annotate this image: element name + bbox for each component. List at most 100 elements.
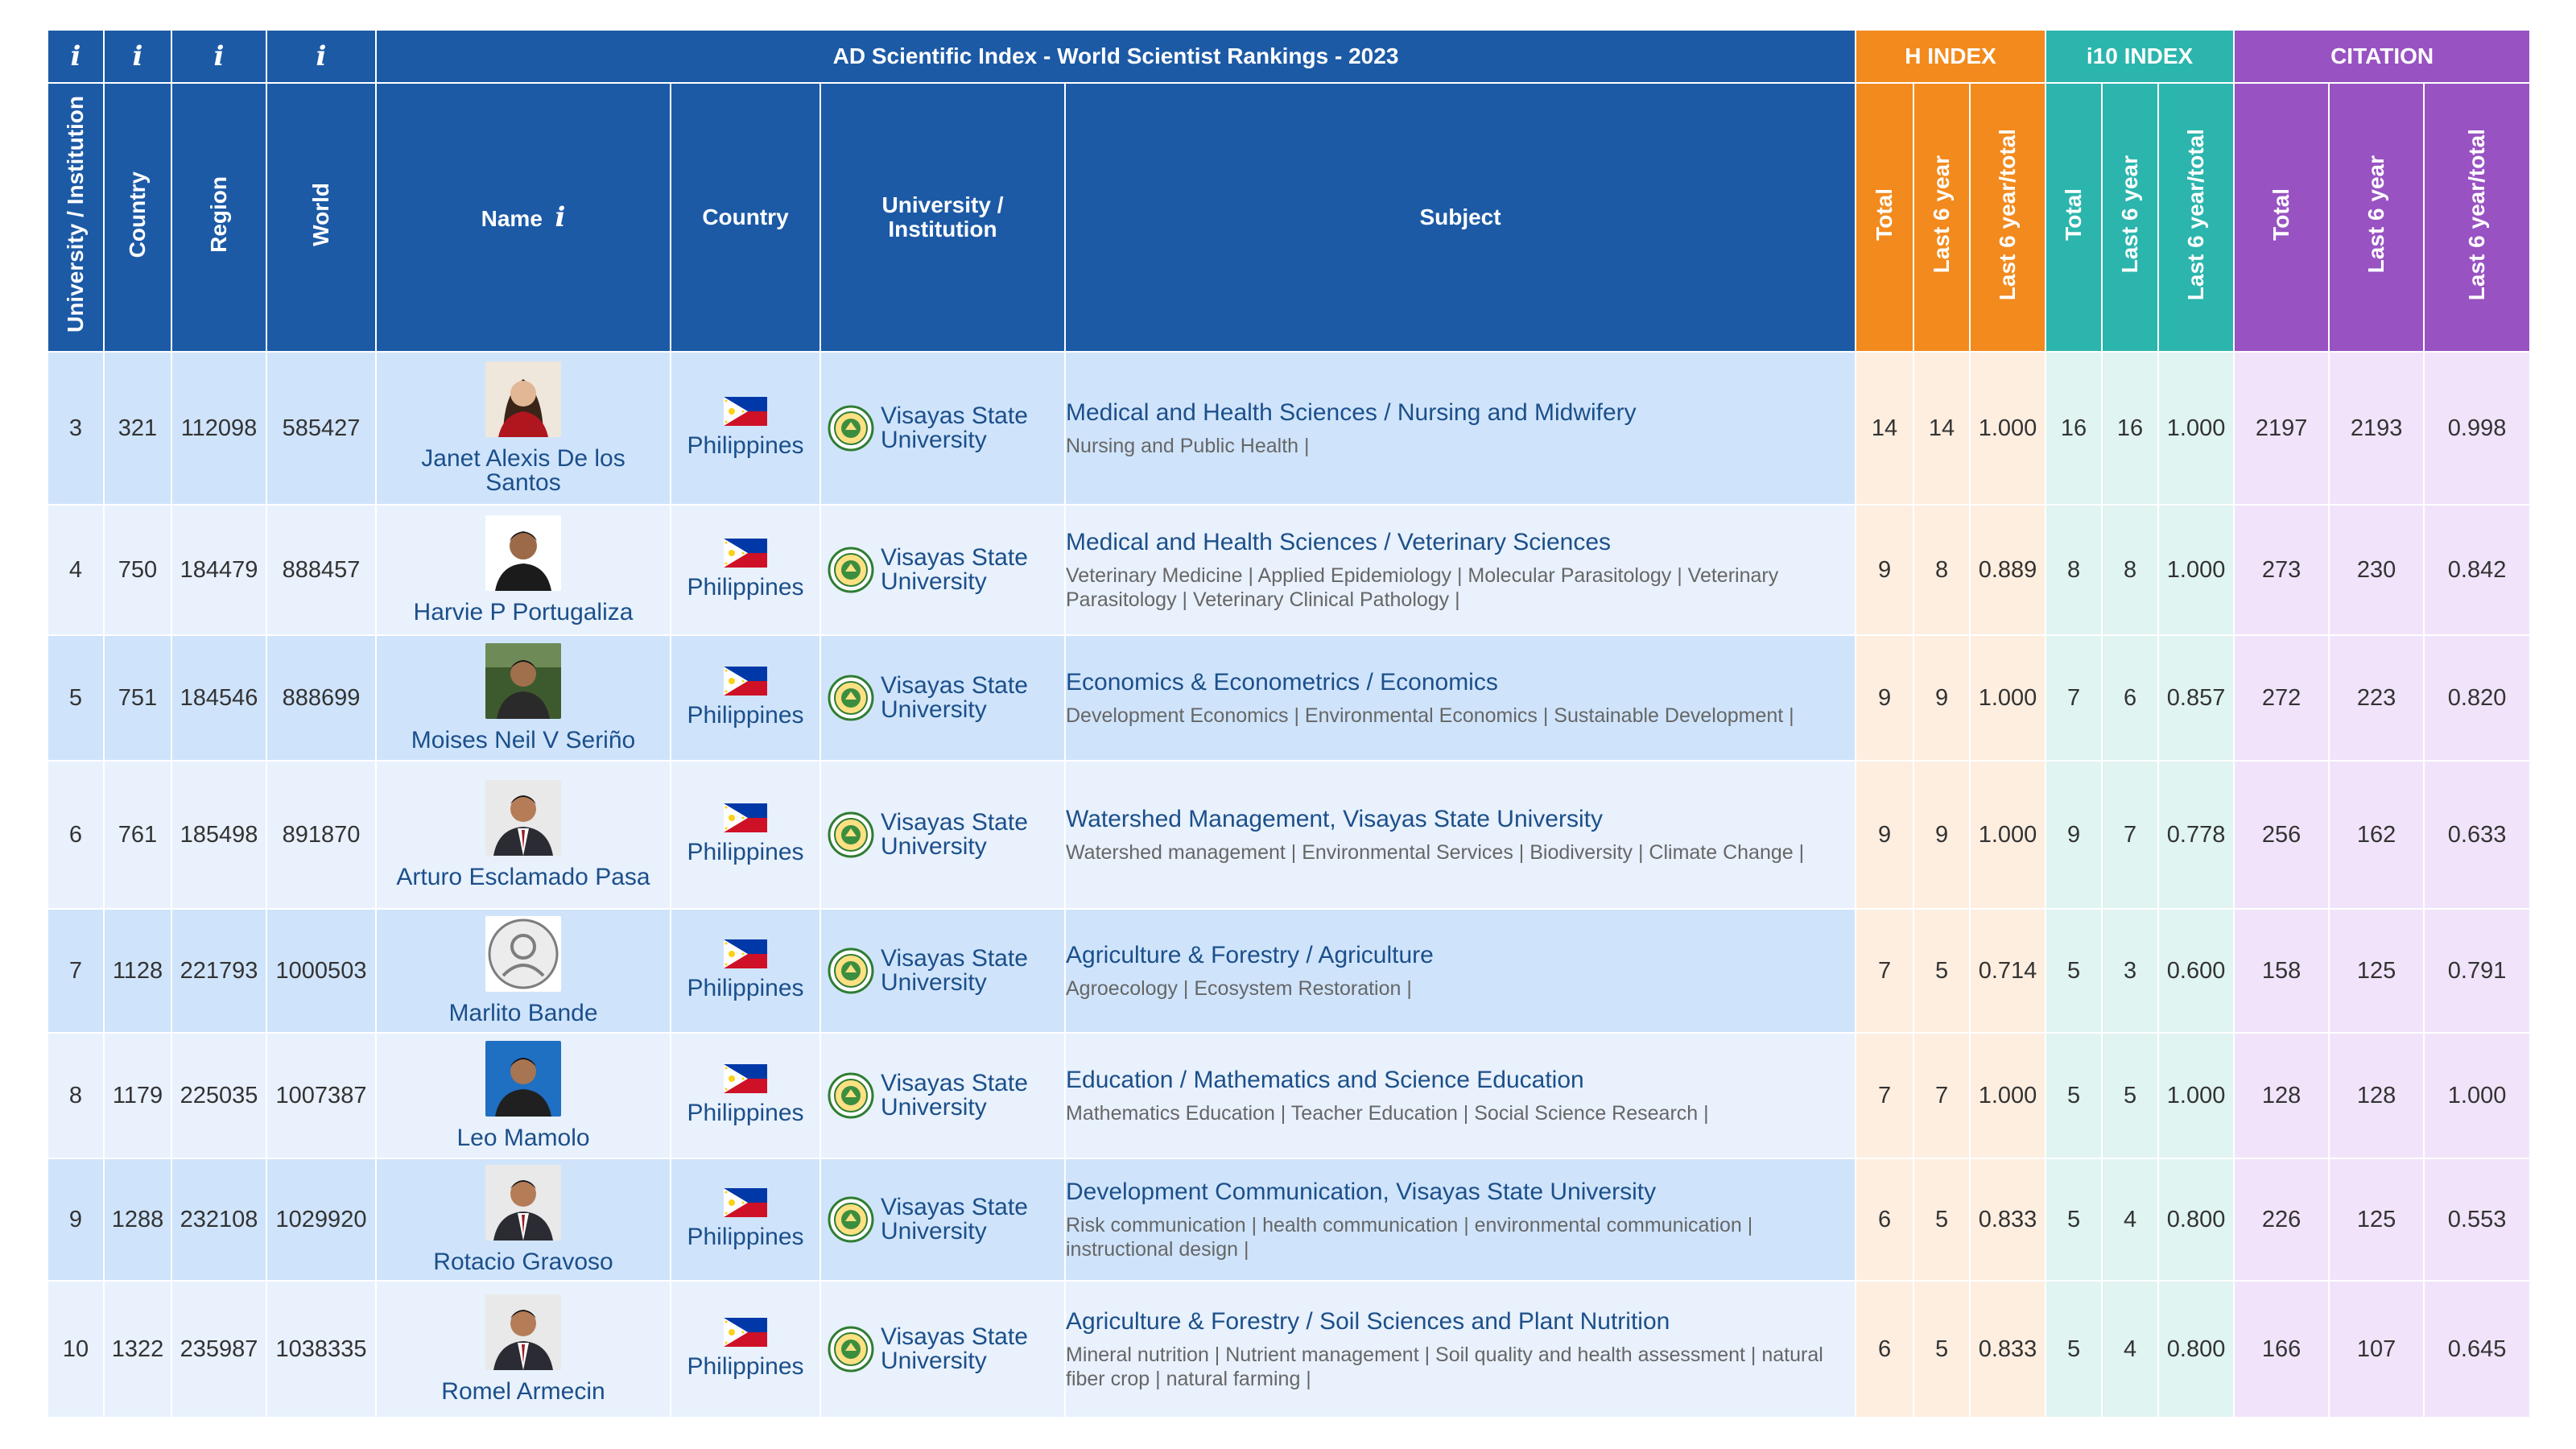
col-i10-total[interactable]: Total [2045,82,2103,353]
country-cell[interactable]: Philippines [670,1158,821,1282]
university-name[interactable]: Visayas State University [881,544,1028,595]
col-world-rank[interactable]: World [266,82,377,353]
col-i10-ratio[interactable]: Last 6 year/total [2157,82,2235,353]
info-icon[interactable]: i [171,29,267,84]
scientist-name[interactable]: Leo Mamolo [456,1125,590,1151]
info-icon[interactable]: i [555,201,566,233]
country-cell[interactable]: Philippines [670,634,821,762]
scientist-cell[interactable]: Harvie P Portugaliza [375,504,671,636]
scientist-cell[interactable]: Romel Armecin [375,1280,671,1418]
h-index-total: 7 [1855,1032,1915,1159]
region-rank: 221793 [171,908,267,1034]
i10-index-group-header: i10 INDEX [2045,29,2235,84]
country-name[interactable]: Philippines [687,1353,804,1380]
h-index-total: 9 [1855,504,1915,636]
university-cell[interactable]: Visayas State University [819,760,1066,910]
scientist-cell[interactable]: Marlito Bande [375,908,671,1034]
h-index-ratio: 1.000 [1969,351,2047,506]
table-row: 4 750 184479 888457 Harvie P Portugaliza Phil… [47,504,2532,636]
country-cell[interactable]: Philippines [670,1280,821,1418]
default-user-icon[interactable] [485,916,561,992]
country-name[interactable]: Philippines [687,1100,804,1126]
info-icon[interactable]: i [103,29,172,84]
i10-index-total: 7 [2045,634,2103,762]
citation-last6: 125 [2328,908,2425,1034]
country-name[interactable]: Philippines [687,702,804,729]
scientist-name[interactable]: Harvie P Portugaliza [413,599,634,625]
country-cell[interactable]: Philippines [670,504,821,636]
university-cell[interactable]: Visayas State University [819,1158,1066,1282]
country-name[interactable]: Philippines [687,432,804,459]
col-i10-last6[interactable]: Last 6 year [2101,82,2160,353]
h-index-last6: 9 [1913,634,1971,762]
university-cell[interactable]: Visayas State University [819,1280,1066,1418]
scientist-cell[interactable]: Janet Alexis De los Santos [375,351,671,506]
subject-main[interactable]: Agriculture & Forestry / Soil Sciences a… [1066,1308,1670,1335]
scientist-name[interactable]: Janet Alexis De los Santos [421,445,625,496]
scientist-cell[interactable]: Arturo Esclamado Pasa [375,760,671,910]
col-h-last6[interactable]: Last 6 year [1913,82,1971,353]
col-citation-last6[interactable]: Last 6 year [2328,82,2425,353]
male-portrait-outdoor-icon[interactable] [485,643,561,719]
university-cell[interactable]: Visayas State University [819,504,1066,636]
male-suit-portrait-icon[interactable] [485,780,561,856]
university-cell[interactable]: Visayas State University [819,908,1066,1034]
country-name[interactable]: Philippines [687,975,804,1001]
info-icon[interactable]: i [266,29,377,84]
col-h-total[interactable]: Total [1855,82,1915,353]
info-icon[interactable]: i [47,29,105,84]
country-cell[interactable]: Philippines [670,908,821,1034]
i10-index-last6: 4 [2101,1280,2160,1418]
col-citation-total[interactable]: Total [2233,82,2330,353]
university-name[interactable]: Visayas State University [881,1070,1028,1121]
country-cell[interactable]: Philippines [670,1032,821,1159]
scientist-name[interactable]: Rotacio Gravoso [433,1249,613,1275]
university-name[interactable]: Visayas State University [881,945,1028,996]
scientist-cell[interactable]: Leo Mamolo [375,1032,671,1159]
university-name[interactable]: Visayas State University [881,1194,1028,1245]
col-citation-ratio[interactable]: Last 6 year/total [2423,82,2532,353]
scientist-cell[interactable]: Moises Neil V Seriño [375,634,671,762]
subject-main[interactable]: Development Communication, Visayas State… [1066,1179,1657,1205]
male-suit-portrait-icon[interactable] [485,1294,561,1370]
subject-main[interactable]: Education / Mathematics and Science Educ… [1066,1067,1584,1093]
col-subject[interactable]: Subject [1063,82,1857,353]
col-name[interactable]: Name i [375,82,671,353]
col-institution-rank[interactable]: University / Institution [47,82,105,353]
scientist-name[interactable]: Marlito Bande [448,1000,598,1026]
university-name[interactable]: Visayas State University [881,809,1028,860]
scientist-name[interactable]: Arturo Esclamado Pasa [396,864,650,890]
subject-main[interactable]: Economics & Econometrics / Economics [1066,669,1498,696]
subject-main[interactable]: Watershed Management, Visayas State Univ… [1066,806,1603,832]
country-name[interactable]: Philippines [687,574,804,601]
i10-index-total: 5 [2045,1032,2103,1159]
male-suit-portrait-icon[interactable] [485,1165,561,1241]
scientist-cell[interactable]: Rotacio Gravoso [375,1158,671,1282]
col-university[interactable]: University / Institution [819,82,1066,353]
male-portrait-icon[interactable] [485,515,561,591]
university-cell[interactable]: Visayas State University [819,634,1066,762]
country-cell[interactable]: Philippines [670,351,821,506]
col-region-rank[interactable]: Region [171,82,267,353]
university-cell[interactable]: Visayas State University [819,351,1066,506]
citation-ratio: 0.842 [2423,504,2532,636]
col-h-ratio[interactable]: Last 6 year/total [1969,82,2047,353]
university-name[interactable]: Visayas State University [881,672,1028,723]
country-cell[interactable]: Philippines [670,760,821,910]
scientist-name[interactable]: Romel Armecin [441,1378,605,1405]
subject-main[interactable]: Medical and Health Sciences / Nursing an… [1066,399,1637,426]
subject-main[interactable]: Medical and Health Sciences / Veterinary… [1066,529,1612,555]
country-name[interactable]: Philippines [687,1224,804,1250]
male-portrait-blue-icon[interactable] [485,1041,561,1117]
subject-cell: Development Communication, Visayas State… [1063,1158,1857,1282]
scientist-name[interactable]: Moises Neil V Seriño [411,727,636,753]
col-country[interactable]: Country [670,82,821,353]
university-cell[interactable]: Visayas State University [819,1032,1066,1159]
subject-main[interactable]: Agriculture & Forestry / Agriculture [1066,942,1434,968]
country-name[interactable]: Philippines [687,839,804,865]
university-name[interactable]: Visayas State University [881,1323,1028,1374]
subject-keywords: Development Economics | Environmental Ec… [1066,704,1794,727]
university-name[interactable]: Visayas State University [881,402,1028,453]
col-country-rank[interactable]: Country [103,82,172,353]
female-portrait-icon[interactable] [485,361,561,437]
